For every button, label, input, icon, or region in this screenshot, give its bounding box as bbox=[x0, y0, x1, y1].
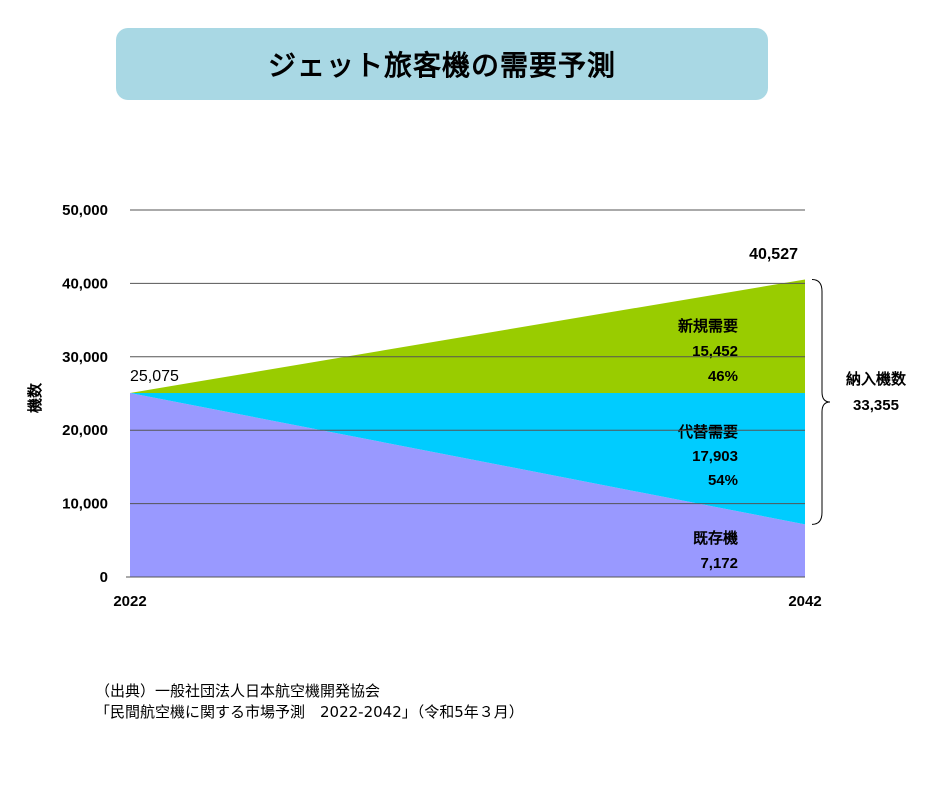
area-existing bbox=[130, 392, 805, 577]
y-tick-label: 20,000 bbox=[62, 422, 108, 439]
new-demand-label: 46% bbox=[708, 368, 738, 385]
source-line-2: 「民間航空機に関する市場予測 2022-2042」（令和5年３月） bbox=[95, 703, 524, 721]
y-tick-labels: 0 10,000 20,000 30,000 40,000 50,000 機数 bbox=[26, 202, 108, 586]
y-axis-label: 機数 bbox=[26, 382, 44, 413]
y-tick-label: 0 bbox=[100, 569, 108, 586]
source-line-1: （出典）一般社団法人日本航空機開発協会 bbox=[95, 682, 381, 700]
replacement-label: 代替需要 bbox=[677, 423, 738, 441]
y-tick-label: 10,000 bbox=[62, 496, 108, 513]
gridlines bbox=[126, 209, 805, 578]
new-demand-label: 新規需要 bbox=[678, 317, 738, 335]
area-new-demand bbox=[130, 279, 805, 393]
existing-label: 既存機 bbox=[693, 529, 738, 547]
chart-title-box: ジェット旅客機の需要予測 bbox=[116, 28, 768, 100]
existing-label: 7,172 bbox=[700, 555, 738, 572]
replacement-label: 17,903 bbox=[692, 448, 738, 465]
x-tick-labels: 2022 2042 bbox=[113, 593, 821, 610]
data-labels: 25,075 40,527 新規需要 15,452 46% 代替需要 17,903 54% 既存… bbox=[130, 246, 798, 572]
area-replacement bbox=[130, 392, 805, 525]
start-total-label: 25,075 bbox=[130, 368, 179, 385]
bracket-group: 納入機数 33,355 bbox=[811, 279, 907, 525]
area-layers bbox=[130, 279, 805, 577]
source-note: （出典）一般社団法人日本航空機開発協会 「民間航空機に関する市場予測 2022-… bbox=[95, 681, 524, 723]
new-demand-label: 15,452 bbox=[692, 343, 738, 360]
x-tick-label: 2042 bbox=[788, 593, 821, 610]
y-tick-label: 30,000 bbox=[62, 349, 108, 366]
delivery-bracket bbox=[811, 279, 831, 525]
delivery-label: 納入機数 bbox=[846, 370, 907, 388]
chart-title: ジェット旅客機の需要予測 bbox=[267, 49, 616, 82]
y-tick-label: 50,000 bbox=[62, 202, 108, 219]
replacement-label: 54% bbox=[708, 472, 738, 489]
delivery-value: 33,355 bbox=[853, 397, 899, 414]
y-tick-label: 40,000 bbox=[62, 275, 108, 292]
end-total-label: 40,527 bbox=[749, 246, 798, 263]
x-tick-label: 2022 bbox=[113, 593, 146, 610]
